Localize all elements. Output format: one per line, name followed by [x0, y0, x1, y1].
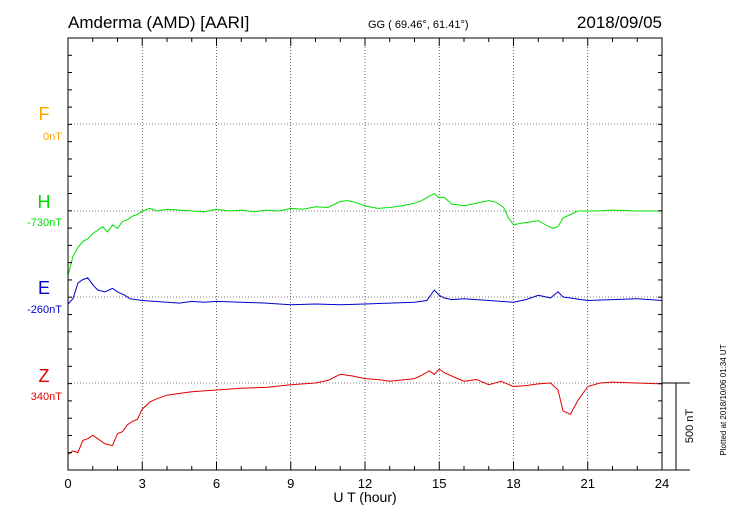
component-letter-H: H — [38, 192, 51, 212]
component-letter-E: E — [38, 278, 50, 298]
baseline-label-H: -730nT — [27, 217, 62, 229]
baseline-label-F: 0nT — [43, 131, 62, 143]
x-tick-label: 6 — [213, 476, 220, 491]
date-label: 2018/09/05 — [577, 13, 662, 32]
x-tick-label: 3 — [139, 476, 146, 491]
scale-bar: 500 nT — [662, 382, 696, 471]
x-tick-label: 9 — [287, 476, 294, 491]
component-labels: F 0nT H -730nT E -260nT Z 340nT — [27, 104, 62, 403]
grid-lines — [68, 38, 662, 470]
plotted-timestamp: Plotted at 2018/10/06 01:34 UT — [719, 344, 728, 455]
plot-frame — [67, 37, 663, 471]
x-tick-label: 18 — [506, 476, 520, 491]
baseline-label-Z: 340nT — [31, 391, 62, 403]
component-letter-F: F — [39, 104, 50, 124]
trace-H — [67, 193, 662, 276]
trace-Z — [67, 368, 663, 455]
component-letter-Z: Z — [39, 366, 50, 386]
x-tick-label: 12 — [358, 476, 372, 491]
x-tick-label: 15 — [432, 476, 446, 491]
x-tick-label: 0 — [64, 476, 71, 491]
coordinates-label: GG ( 69.46°, 61.41°) — [368, 19, 469, 31]
trace-E — [67, 277, 663, 306]
x-tick-label: 21 — [581, 476, 595, 491]
baseline-label-E: -260nT — [27, 304, 62, 316]
scale-bar-label: 500 nT — [684, 409, 696, 444]
x-tick-label: 24 — [655, 476, 669, 491]
x-axis-label: U T (hour) — [333, 489, 396, 505]
station-title: Amderma (AMD) [AARI] — [68, 13, 249, 32]
x-tick-labels: 0 3 6 9 12 15 18 21 24 — [64, 476, 669, 491]
trace-group — [67, 193, 663, 455]
